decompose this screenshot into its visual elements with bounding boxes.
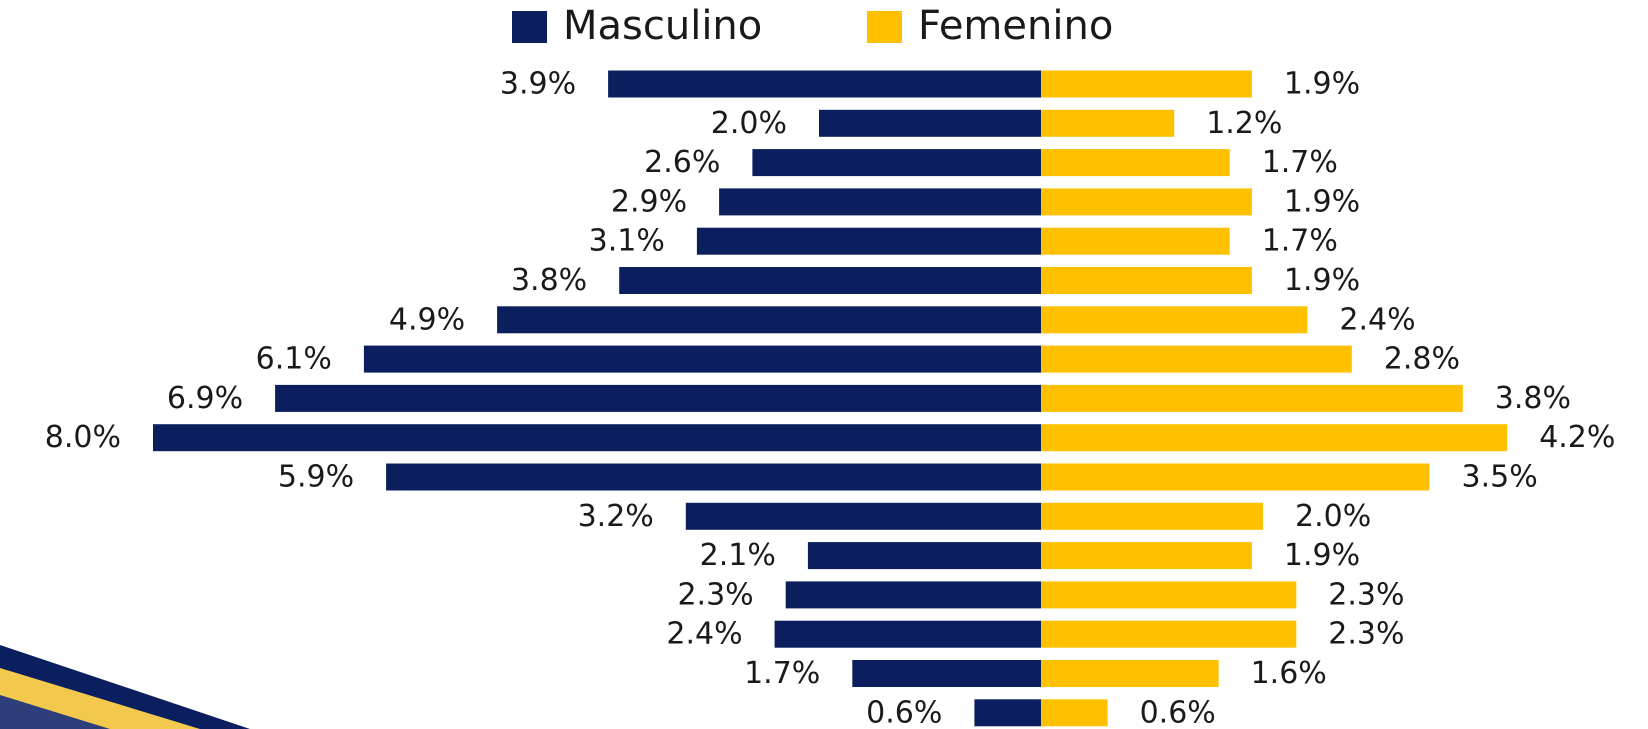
value-label: 1.6% <box>1251 656 1327 691</box>
value-label: 2.0% <box>711 106 787 141</box>
bar <box>1041 109 1175 137</box>
value-label: 2.4% <box>666 617 742 652</box>
bar <box>1041 502 1263 530</box>
bar <box>497 306 1042 334</box>
value-label: 1.7% <box>1262 224 1338 259</box>
bar <box>1041 306 1308 334</box>
value-label: 1.7% <box>1262 145 1338 180</box>
value-label: 8.0% <box>45 420 121 455</box>
bar <box>1041 70 1252 98</box>
bar <box>1041 581 1297 609</box>
value-label: 6.1% <box>256 342 332 377</box>
bar <box>1041 267 1252 294</box>
value-label: 2.3% <box>1328 577 1404 612</box>
value-label: 0.6% <box>866 695 942 729</box>
bar <box>685 502 1041 530</box>
decoration <box>0 645 250 729</box>
value-label: 4.9% <box>389 302 465 337</box>
value-label: 2.1% <box>700 538 776 573</box>
bar <box>1041 384 1463 412</box>
bar <box>1041 345 1352 373</box>
value-label: 5.9% <box>278 460 354 495</box>
value-label: 1.9% <box>1284 538 1360 573</box>
bar <box>819 109 1041 137</box>
bar <box>785 581 1041 609</box>
value-label: 2.4% <box>1339 302 1415 337</box>
bar <box>386 463 1042 491</box>
bar <box>153 424 1041 452</box>
bar <box>619 267 1041 294</box>
value-label: 3.9% <box>500 67 576 102</box>
value-label: 2.0% <box>1295 499 1371 534</box>
value-label: 1.7% <box>744 656 820 691</box>
bar <box>719 188 1041 216</box>
swoosh-dark <box>0 695 110 729</box>
value-label: 0.6% <box>1140 695 1216 729</box>
value-label: 1.2% <box>1206 106 1282 141</box>
value-label: 2.6% <box>644 145 720 180</box>
value-label: 1.9% <box>1284 184 1360 219</box>
bar <box>1041 699 1108 727</box>
bar <box>275 384 1042 412</box>
bar <box>752 149 1041 177</box>
value-label: 4.2% <box>1539 420 1615 455</box>
value-label: 1.9% <box>1284 263 1360 298</box>
bar <box>1041 188 1252 216</box>
bar <box>1041 424 1508 452</box>
bar <box>608 70 1041 98</box>
bar <box>974 699 1041 727</box>
legend-swatch <box>867 11 902 43</box>
legend-label: Masculino <box>563 3 762 49</box>
bar <box>696 227 1041 255</box>
bar <box>363 345 1041 373</box>
bar <box>1041 542 1252 570</box>
value-label: 3.5% <box>1462 460 1538 495</box>
bar <box>1041 227 1230 255</box>
legend-swatch <box>512 11 547 43</box>
value-label: 2.3% <box>677 577 753 612</box>
legend-label: Femenino <box>918 3 1113 49</box>
bar <box>807 542 1041 570</box>
bar <box>1041 660 1219 687</box>
value-label: 2.8% <box>1384 342 1460 377</box>
value-label: 1.9% <box>1284 67 1360 102</box>
bar <box>774 620 1041 648</box>
value-label: 3.8% <box>1495 381 1571 416</box>
bar <box>1041 463 1430 491</box>
value-label: 6.9% <box>167 381 243 416</box>
value-label: 3.2% <box>578 499 654 534</box>
value-label: 2.9% <box>611 184 687 219</box>
value-label: 2.3% <box>1328 617 1404 652</box>
value-label: 3.8% <box>511 263 587 298</box>
bar <box>852 660 1041 687</box>
value-label: 3.1% <box>589 224 665 259</box>
bar <box>1041 620 1297 648</box>
bar <box>1041 149 1230 177</box>
